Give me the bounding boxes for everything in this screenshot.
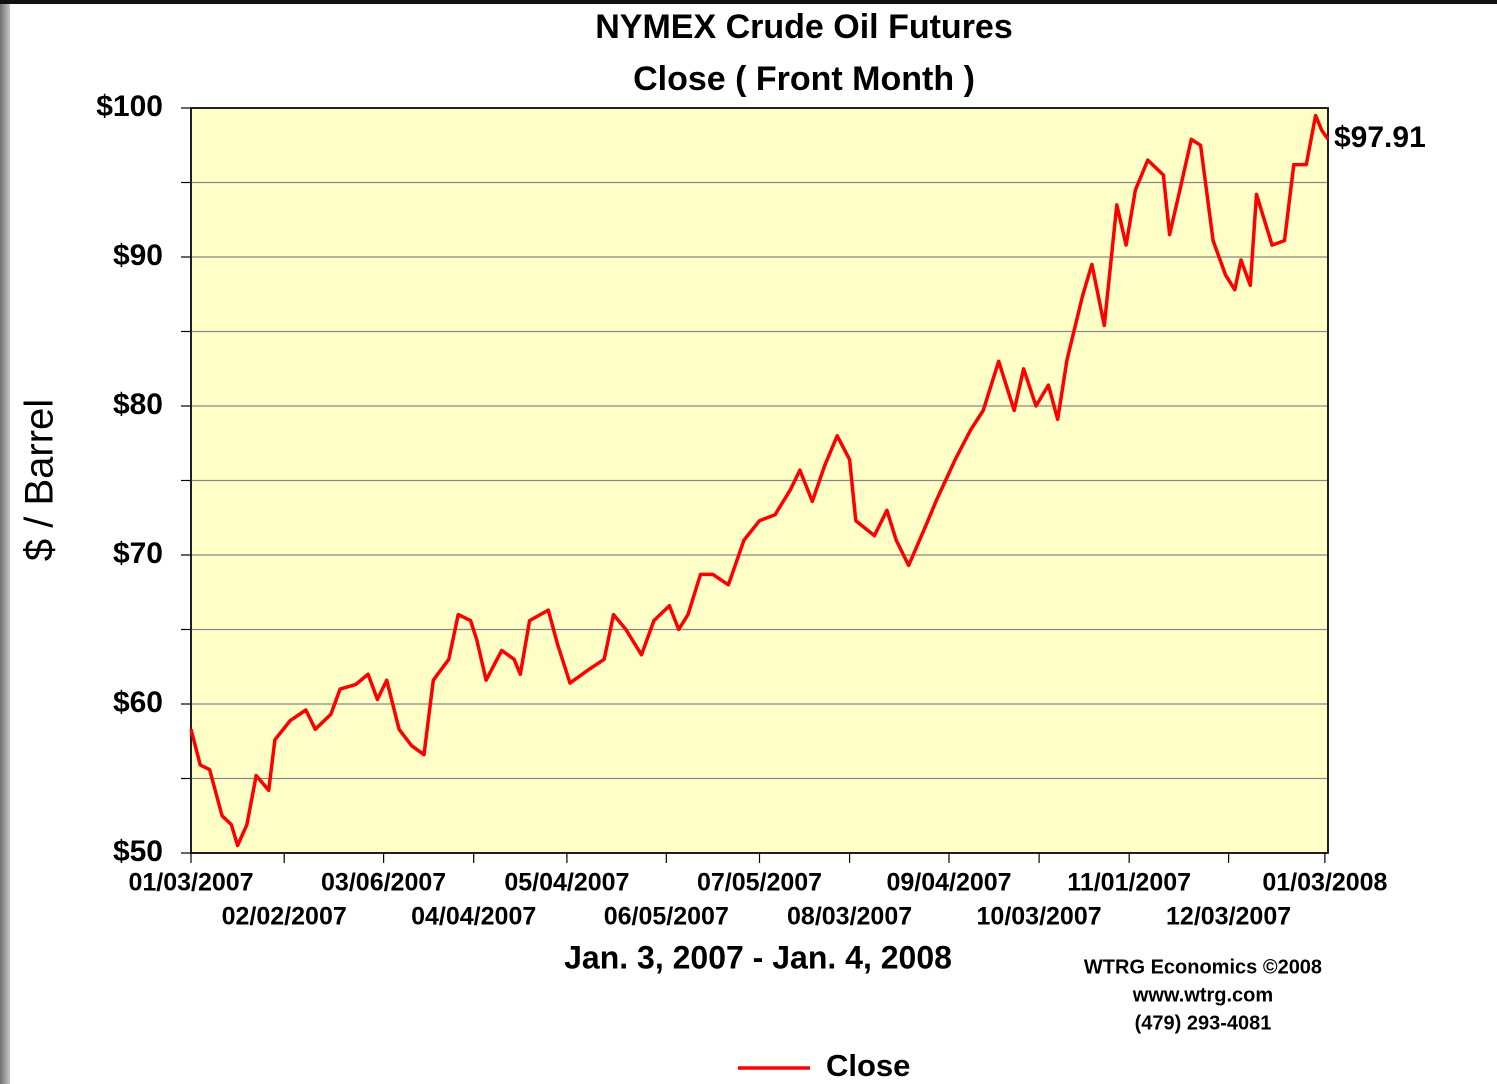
y-tick-label: $80 (113, 388, 163, 421)
window-top (0, 0, 1497, 4)
y-tick-label: $100 (96, 90, 163, 123)
legend-label: Close (826, 1048, 910, 1083)
y-tick-label: $50 (113, 835, 163, 868)
x-tick-label: 01/03/2008 (1262, 869, 1387, 897)
x-tick-label: 03/06/2007 (321, 869, 446, 897)
x-tick-label: 09/04/2007 (886, 869, 1011, 897)
x-tick-label: 10/03/2007 (977, 903, 1102, 931)
annotation: www.wtrg.com (1132, 984, 1273, 1006)
x-tick-label: 02/02/2007 (222, 903, 347, 931)
x-tick-label: 05/04/2007 (504, 869, 629, 897)
x-tick-label: 08/03/2007 (787, 903, 912, 931)
x-tick-label: 01/03/2007 (128, 869, 253, 897)
y-tick-label: $60 (113, 686, 163, 719)
x-tick-label: 11/01/2007 (1067, 869, 1191, 897)
x-tick-label: 06/05/2007 (604, 903, 729, 931)
chart-subtitle: Close ( Front Month ) (633, 60, 975, 98)
annotation: (479) 293-4081 (1135, 1012, 1272, 1034)
y-tick-label: $90 (113, 239, 163, 272)
x-tick-label: 12/03/2007 (1166, 903, 1291, 931)
x-tick-label: 04/04/2007 (411, 903, 536, 931)
window-edge (0, 0, 10, 1084)
annotation: WTRG Economics ©2008 (1084, 956, 1322, 978)
value-label: $97.91 (1334, 121, 1426, 154)
x-axis-label: Jan. 3, 2007 - Jan. 4, 2008 (564, 939, 952, 975)
y-tick-label: $70 (113, 537, 163, 570)
y-axis-label: $ / Barrel (18, 399, 62, 561)
series-line (189, 113, 1330, 848)
x-tick-label: 07/05/2007 (697, 869, 822, 897)
chart-title: NYMEX Crude Oil Futures (595, 8, 1013, 46)
